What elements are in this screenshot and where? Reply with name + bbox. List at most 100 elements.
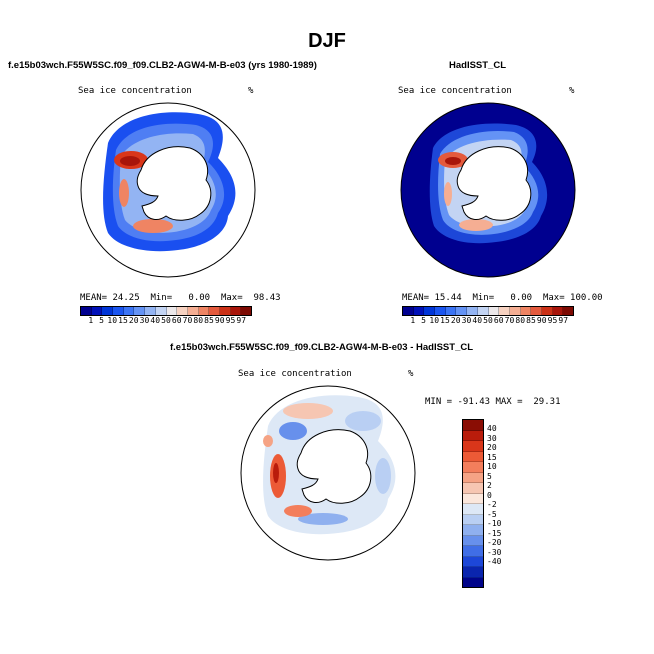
colorbar-tick-label: 30 bbox=[139, 316, 150, 325]
colorbar-tick-label: 95 bbox=[225, 316, 236, 325]
colorbar-swatch bbox=[463, 546, 483, 557]
colorbar-tick-label: 10 bbox=[429, 316, 440, 325]
colorbar-tick-label: 20 bbox=[487, 443, 497, 452]
colorbar-swatch bbox=[520, 307, 532, 315]
colorbar-swatch bbox=[463, 567, 483, 578]
colorbar-swatch bbox=[81, 307, 92, 315]
colorbar-tick-label: 90 bbox=[536, 316, 547, 325]
diff-stats: MIN = -91.43 MAX = 29.31 bbox=[425, 397, 561, 407]
obs-colorbar-ticks: 1 5 10 15 20 30 40 50 60 70 80 85 90 95 97 bbox=[402, 316, 574, 325]
colorbar-swatch bbox=[155, 307, 167, 315]
colorbar-tick-label: 5 bbox=[487, 471, 492, 481]
colorbar-swatch bbox=[463, 462, 483, 473]
colorbar-tick-label: 40 bbox=[150, 316, 161, 325]
colorbar-swatch bbox=[91, 307, 103, 315]
colorbar-tick-label: 15 bbox=[440, 316, 450, 325]
colorbar-swatch bbox=[463, 535, 483, 546]
colorbar-tick-label: 95 bbox=[547, 316, 558, 325]
obs-units-label: % bbox=[569, 86, 575, 96]
colorbar-tick-label: -40 bbox=[487, 557, 502, 566]
obs-sea-ice-map bbox=[400, 102, 576, 278]
colorbar-swatch bbox=[463, 430, 483, 441]
colorbar-tick-label: 70 bbox=[182, 316, 193, 325]
colorbar-swatch bbox=[435, 307, 446, 315]
colorbar-tick-label: 97 bbox=[236, 316, 247, 325]
colorbar-swatch bbox=[463, 556, 483, 567]
colorbar-swatch bbox=[456, 307, 468, 315]
colorbar-swatch bbox=[467, 307, 478, 315]
obs-variable-label: Sea ice concentration bbox=[398, 86, 512, 96]
colorbar-tick-label: 20 bbox=[128, 316, 139, 325]
colorbar-tick-label: -20 bbox=[487, 538, 502, 547]
colorbar-swatch bbox=[477, 307, 489, 315]
colorbar-tick-label: -5 bbox=[487, 509, 497, 519]
colorbar-swatch bbox=[198, 307, 210, 315]
colorbar-tick-label: 5 bbox=[99, 316, 104, 325]
colorbar-tick-label: 0 bbox=[487, 490, 492, 500]
colorbar-swatch bbox=[445, 307, 457, 315]
colorbar-swatch bbox=[219, 307, 231, 315]
colorbar-tick-label: 70 bbox=[504, 316, 515, 325]
obs-panel-title: HadISST_CL bbox=[449, 60, 507, 71]
colorbar-swatch bbox=[463, 420, 483, 431]
colorbar-swatch bbox=[403, 307, 414, 315]
diff-colorbar bbox=[462, 419, 484, 588]
colorbar-swatch bbox=[113, 307, 124, 315]
colorbar-swatch bbox=[463, 504, 483, 515]
colorbar-swatch bbox=[177, 307, 188, 315]
colorbar-tick-label: 50 bbox=[483, 316, 493, 325]
colorbar-swatch bbox=[463, 525, 483, 536]
colorbar-tick-label: 85 bbox=[204, 316, 214, 325]
colorbar-swatch bbox=[541, 307, 553, 315]
model-colorbar-swatches bbox=[80, 306, 252, 316]
colorbar-tick-label: 30 bbox=[461, 316, 472, 325]
obs-colorbar-swatches bbox=[402, 306, 574, 316]
diff-units-label: % bbox=[408, 369, 414, 379]
colorbar-tick-label: 1 bbox=[410, 316, 416, 325]
colorbar-tick-label: 5 bbox=[421, 316, 426, 325]
colorbar-swatch bbox=[166, 307, 178, 315]
colorbar-tick-label: 85 bbox=[526, 316, 536, 325]
diff-variable-label: Sea ice concentration bbox=[238, 369, 352, 379]
colorbar-swatch bbox=[488, 307, 500, 315]
colorbar-tick-label: -10 bbox=[487, 519, 502, 528]
model-sea-ice-map bbox=[80, 102, 256, 278]
colorbar-tick-label: 1 bbox=[88, 316, 94, 325]
colorbar-tick-label: 15 bbox=[487, 452, 497, 462]
colorbar-tick-label: 20 bbox=[450, 316, 461, 325]
colorbar-tick-label: 80 bbox=[193, 316, 204, 325]
diff-colorbar-labels: 40 30 20 15 10 5 2 0 -2 -5 -10 -15 -20 -30 -40 bbox=[487, 424, 501, 567]
colorbar-swatch bbox=[134, 307, 146, 315]
colorbar-swatch bbox=[123, 307, 135, 315]
colorbar-swatch bbox=[499, 307, 510, 315]
colorbar-tick-label: 60 bbox=[493, 316, 504, 325]
colorbar-tick-label: 30 bbox=[487, 433, 497, 443]
colorbar-tick-label: 40 bbox=[487, 424, 497, 433]
colorbar-swatch bbox=[463, 451, 483, 462]
season-title: DJF bbox=[308, 30, 346, 52]
diff-sea-ice-map bbox=[240, 385, 416, 561]
colorbar-swatch bbox=[187, 307, 199, 315]
colorbar-tick-label: -2 bbox=[487, 500, 497, 509]
colorbar-tick-label: 60 bbox=[171, 316, 182, 325]
colorbar-swatch bbox=[463, 577, 483, 587]
colorbar-tick-label: 10 bbox=[487, 462, 497, 471]
colorbar-tick-label: 80 bbox=[515, 316, 526, 325]
colorbar-swatch bbox=[563, 307, 573, 315]
model-variable-label: Sea ice concentration bbox=[78, 86, 192, 96]
colorbar-tick-label: -15 bbox=[487, 528, 502, 538]
obs-stats: MEAN= 15.44 Min= 0.00 Max= 100.00 bbox=[402, 293, 603, 303]
model-panel-title: f.e15b03wch.F55W5SC.f09_f09.CLB2-AGW4-M-… bbox=[8, 60, 317, 71]
colorbar-swatch bbox=[145, 307, 156, 315]
model-colorbar-ticks: 1 5 10 15 20 30 40 50 60 70 80 85 90 95 97 bbox=[80, 316, 252, 325]
model-units-label: % bbox=[248, 86, 254, 96]
colorbar-swatch bbox=[531, 307, 542, 315]
colorbar-swatch bbox=[463, 514, 483, 525]
colorbar-tick-label: 2 bbox=[487, 481, 492, 490]
colorbar-swatch bbox=[102, 307, 114, 315]
colorbar-swatch bbox=[241, 307, 251, 315]
colorbar-swatch bbox=[230, 307, 242, 315]
colorbar-swatch bbox=[552, 307, 564, 315]
colorbar-swatch bbox=[463, 483, 483, 494]
model-colorbar: 1 5 10 15 20 30 40 50 60 70 80 85 90 95 97 bbox=[80, 306, 252, 325]
